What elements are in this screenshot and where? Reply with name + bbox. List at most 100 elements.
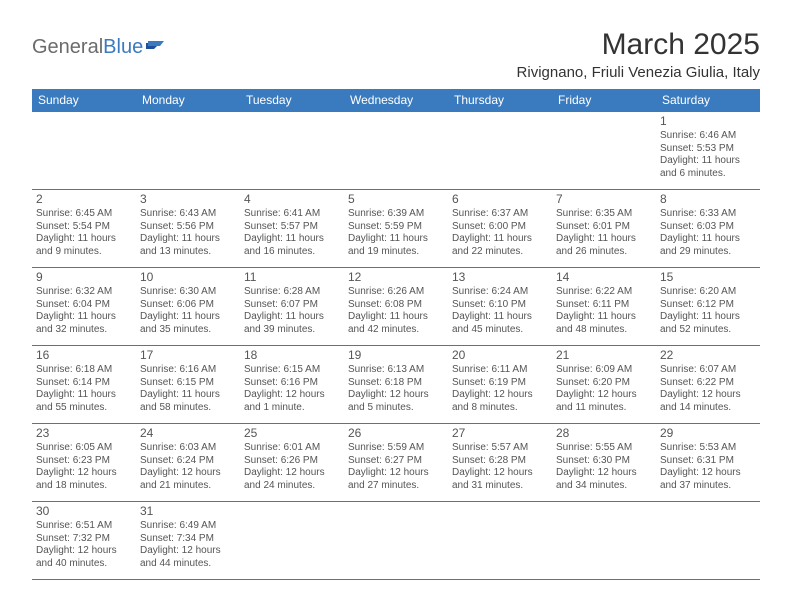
daylight-text: Daylight: 11 hours <box>140 233 236 246</box>
sunset-text: Sunset: 6:22 PM <box>660 377 756 390</box>
daylight-text: and 26 minutes. <box>556 246 652 259</box>
sunrise-text: Sunrise: 6:01 AM <box>244 442 340 455</box>
daylight-text: Daylight: 12 hours <box>556 467 652 480</box>
daylight-text: and 48 minutes. <box>556 324 652 337</box>
daylight-text: and 55 minutes. <box>36 402 132 415</box>
sunset-text: Sunset: 6:04 PM <box>36 299 132 312</box>
daylight-text: and 42 minutes. <box>348 324 444 337</box>
day-number: 19 <box>348 348 444 363</box>
daylight-text: and 45 minutes. <box>452 324 548 337</box>
day-number: 29 <box>660 426 756 441</box>
daylight-text: and 32 minutes. <box>36 324 132 337</box>
daylight-text: and 24 minutes. <box>244 480 340 493</box>
day-number: 5 <box>348 192 444 207</box>
day-number: 3 <box>140 192 236 207</box>
calendar-empty-cell <box>448 112 552 190</box>
sunset-text: Sunset: 6:11 PM <box>556 299 652 312</box>
calendar-empty-cell <box>552 502 656 580</box>
daylight-text: and 5 minutes. <box>348 402 444 415</box>
daylight-text: Daylight: 12 hours <box>36 467 132 480</box>
sunset-text: Sunset: 5:53 PM <box>660 143 756 156</box>
daylight-text: Daylight: 11 hours <box>348 233 444 246</box>
calendar-day-cell: 18Sunrise: 6:15 AMSunset: 6:16 PMDayligh… <box>240 346 344 424</box>
daylight-text: Daylight: 12 hours <box>452 467 548 480</box>
calendar-day-cell: 11Sunrise: 6:28 AMSunset: 6:07 PMDayligh… <box>240 268 344 346</box>
day-number: 6 <box>452 192 548 207</box>
daylight-text: and 1 minute. <box>244 402 340 415</box>
sunset-text: Sunset: 5:59 PM <box>348 221 444 234</box>
sunset-text: Sunset: 6:07 PM <box>244 299 340 312</box>
day-number: 24 <box>140 426 236 441</box>
daylight-text: Daylight: 12 hours <box>556 389 652 402</box>
sunrise-text: Sunrise: 6:13 AM <box>348 364 444 377</box>
calendar-day-cell: 8Sunrise: 6:33 AMSunset: 6:03 PMDaylight… <box>656 190 760 268</box>
daylight-text: and 16 minutes. <box>244 246 340 259</box>
day-number: 8 <box>660 192 756 207</box>
calendar-header-row: SundayMondayTuesdayWednesdayThursdayFrid… <box>32 89 760 112</box>
calendar-week-row: 23Sunrise: 6:05 AMSunset: 6:23 PMDayligh… <box>32 424 760 502</box>
day-number: 10 <box>140 270 236 285</box>
sunset-text: Sunset: 6:08 PM <box>348 299 444 312</box>
calendar-day-cell: 16Sunrise: 6:18 AMSunset: 6:14 PMDayligh… <box>32 346 136 424</box>
sunset-text: Sunset: 7:32 PM <box>36 533 132 546</box>
daylight-text: and 40 minutes. <box>36 558 132 571</box>
calendar-day-cell: 20Sunrise: 6:11 AMSunset: 6:19 PMDayligh… <box>448 346 552 424</box>
daylight-text: Daylight: 11 hours <box>244 233 340 246</box>
logo-flag-icon <box>146 39 168 57</box>
calendar-empty-cell <box>344 502 448 580</box>
calendar-body: 1Sunrise: 6:46 AMSunset: 5:53 PMDaylight… <box>32 112 760 580</box>
daylight-text: Daylight: 11 hours <box>660 311 756 324</box>
daylight-text: Daylight: 11 hours <box>36 389 132 402</box>
sunset-text: Sunset: 6:10 PM <box>452 299 548 312</box>
day-header: Monday <box>136 89 240 112</box>
daylight-text: Daylight: 12 hours <box>140 467 236 480</box>
day-number: 17 <box>140 348 236 363</box>
sunset-text: Sunset: 5:54 PM <box>36 221 132 234</box>
calendar-day-cell: 4Sunrise: 6:41 AMSunset: 5:57 PMDaylight… <box>240 190 344 268</box>
daylight-text: Daylight: 11 hours <box>36 311 132 324</box>
day-header: Wednesday <box>344 89 448 112</box>
daylight-text: Daylight: 12 hours <box>660 467 756 480</box>
calendar-empty-cell <box>32 112 136 190</box>
calendar-day-cell: 15Sunrise: 6:20 AMSunset: 6:12 PMDayligh… <box>656 268 760 346</box>
sunrise-text: Sunrise: 6:37 AM <box>452 208 548 221</box>
calendar-day-cell: 3Sunrise: 6:43 AMSunset: 5:56 PMDaylight… <box>136 190 240 268</box>
sunrise-text: Sunrise: 6:11 AM <box>452 364 548 377</box>
sunrise-text: Sunrise: 5:57 AM <box>452 442 548 455</box>
sunrise-text: Sunrise: 6:28 AM <box>244 286 340 299</box>
day-number: 25 <box>244 426 340 441</box>
sunset-text: Sunset: 6:16 PM <box>244 377 340 390</box>
sunrise-text: Sunrise: 6:20 AM <box>660 286 756 299</box>
daylight-text: and 22 minutes. <box>452 246 548 259</box>
calendar-week-row: 9Sunrise: 6:32 AMSunset: 6:04 PMDaylight… <box>32 268 760 346</box>
calendar-day-cell: 1Sunrise: 6:46 AMSunset: 5:53 PMDaylight… <box>656 112 760 190</box>
daylight-text: Daylight: 12 hours <box>244 389 340 402</box>
daylight-text: and 8 minutes. <box>452 402 548 415</box>
daylight-text: and 44 minutes. <box>140 558 236 571</box>
daylight-text: and 11 minutes. <box>556 402 652 415</box>
daylight-text: and 18 minutes. <box>36 480 132 493</box>
daylight-text: Daylight: 12 hours <box>244 467 340 480</box>
calendar-day-cell: 19Sunrise: 6:13 AMSunset: 6:18 PMDayligh… <box>344 346 448 424</box>
calendar-empty-cell <box>448 502 552 580</box>
sunrise-text: Sunrise: 6:43 AM <box>140 208 236 221</box>
daylight-text: Daylight: 11 hours <box>348 311 444 324</box>
calendar-day-cell: 29Sunrise: 5:53 AMSunset: 6:31 PMDayligh… <box>656 424 760 502</box>
sunset-text: Sunset: 6:06 PM <box>140 299 236 312</box>
sunrise-text: Sunrise: 5:59 AM <box>348 442 444 455</box>
sunset-text: Sunset: 7:34 PM <box>140 533 236 546</box>
calendar-day-cell: 25Sunrise: 6:01 AMSunset: 6:26 PMDayligh… <box>240 424 344 502</box>
daylight-text: and 31 minutes. <box>452 480 548 493</box>
day-number: 30 <box>36 504 132 519</box>
sunrise-text: Sunrise: 5:55 AM <box>556 442 652 455</box>
day-number: 21 <box>556 348 652 363</box>
day-number: 31 <box>140 504 236 519</box>
logo-text-part1: General <box>32 36 103 59</box>
calendar-day-cell: 2Sunrise: 6:45 AMSunset: 5:54 PMDaylight… <box>32 190 136 268</box>
daylight-text: Daylight: 11 hours <box>556 311 652 324</box>
calendar-day-cell: 27Sunrise: 5:57 AMSunset: 6:28 PMDayligh… <box>448 424 552 502</box>
daylight-text: and 34 minutes. <box>556 480 652 493</box>
sunset-text: Sunset: 5:56 PM <box>140 221 236 234</box>
day-number: 20 <box>452 348 548 363</box>
day-header: Tuesday <box>240 89 344 112</box>
